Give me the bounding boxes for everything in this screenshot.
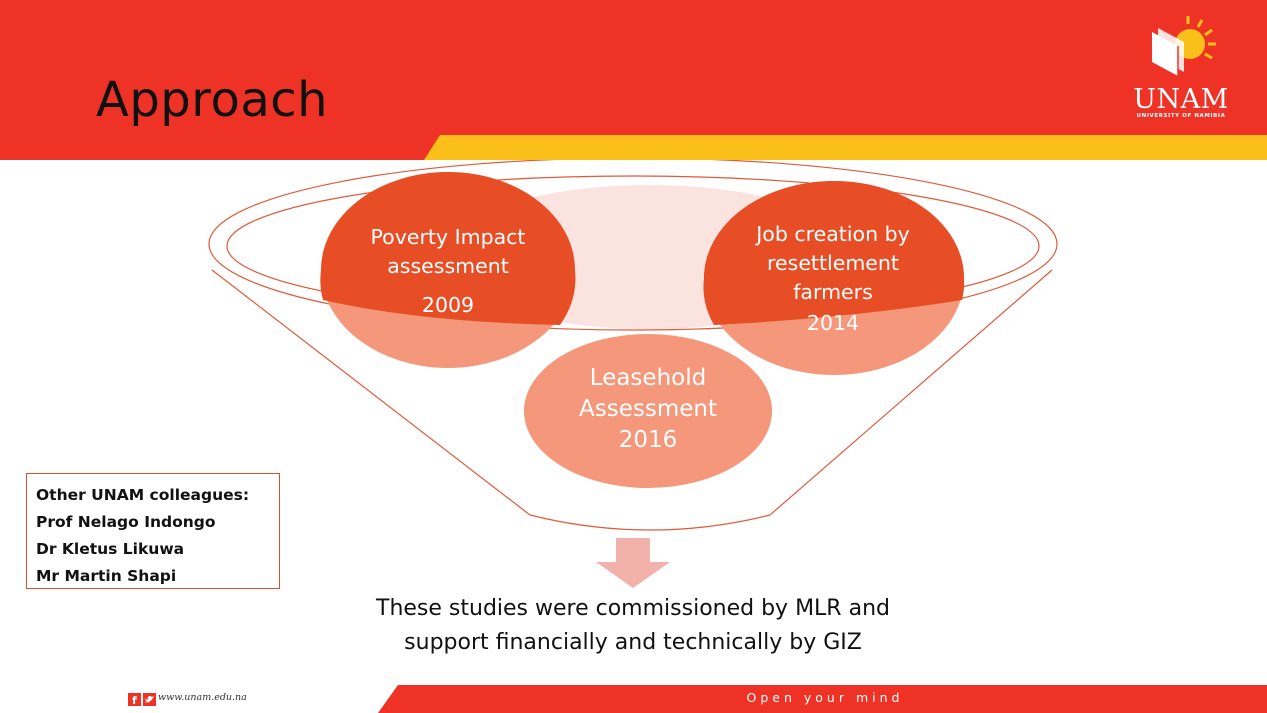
book-sun-logo-icon bbox=[1152, 16, 1216, 76]
footer-url[interactable]: www.unam.edu.na bbox=[158, 692, 247, 703]
study-circle-leasehold bbox=[524, 334, 772, 488]
study-year: 2016 bbox=[618, 427, 678, 453]
study-label-leasehold: Leasehold Assessment 2016 bbox=[548, 363, 748, 456]
funnel-diagram bbox=[208, 160, 1058, 531]
funnel-rim-outer bbox=[208, 160, 1058, 331]
colleagues-box: Other UNAM colleagues: Prof Nelago Indon… bbox=[26, 473, 280, 589]
gold-accent-band bbox=[424, 135, 1267, 160]
down-arrow-icon bbox=[596, 538, 670, 588]
colleague-name: Prof Nelago Indongo bbox=[36, 513, 216, 531]
footer-band bbox=[378, 685, 1267, 713]
study-title-line: Poverty Impact bbox=[370, 225, 526, 249]
study-circle-jobs-overlap bbox=[703, 181, 965, 325]
svg-text:f: f bbox=[132, 694, 137, 706]
study-year: 2014 bbox=[806, 311, 860, 335]
slide-title: Approach bbox=[96, 72, 329, 128]
logo-subtitle: UNIVERSITY OF NAMIBIA bbox=[1136, 113, 1226, 119]
colleague-name: Mr Martin Shapi bbox=[36, 567, 177, 585]
funding-statement: These studies were commissioned by MLR a… bbox=[280, 592, 986, 660]
study-title-line: resettlement bbox=[767, 251, 899, 275]
study-title-line: Leasehold bbox=[589, 365, 707, 391]
social-icons: f bbox=[128, 693, 156, 706]
statement-line: These studies were commissioned by MLR a… bbox=[376, 596, 890, 621]
study-label-poverty: Poverty Impact assessment 2009 bbox=[348, 223, 548, 320]
funnel-outline bbox=[211, 269, 1053, 531]
study-title-line: assessment bbox=[387, 254, 509, 278]
colleagues-heading: Other UNAM colleagues: bbox=[36, 486, 250, 504]
study-year: 2009 bbox=[421, 293, 475, 317]
study-title-line: farmers bbox=[793, 280, 873, 304]
colleague-name: Dr Kletus Likuwa bbox=[36, 540, 185, 558]
statement-line: support financially and technically by G… bbox=[404, 630, 862, 655]
facebook-icon bbox=[128, 693, 141, 706]
logo-wordmark: UNAM bbox=[1133, 84, 1229, 115]
study-title-line: Job creation by bbox=[756, 222, 910, 246]
header-band bbox=[0, 0, 1267, 160]
footer-tagline: Open your mind bbox=[746, 690, 904, 705]
study-circle-poverty-overlap bbox=[320, 172, 576, 325]
study-label-jobs: Job creation by resettlement farmers 201… bbox=[722, 220, 944, 338]
study-title-line: Assessment bbox=[579, 396, 717, 422]
